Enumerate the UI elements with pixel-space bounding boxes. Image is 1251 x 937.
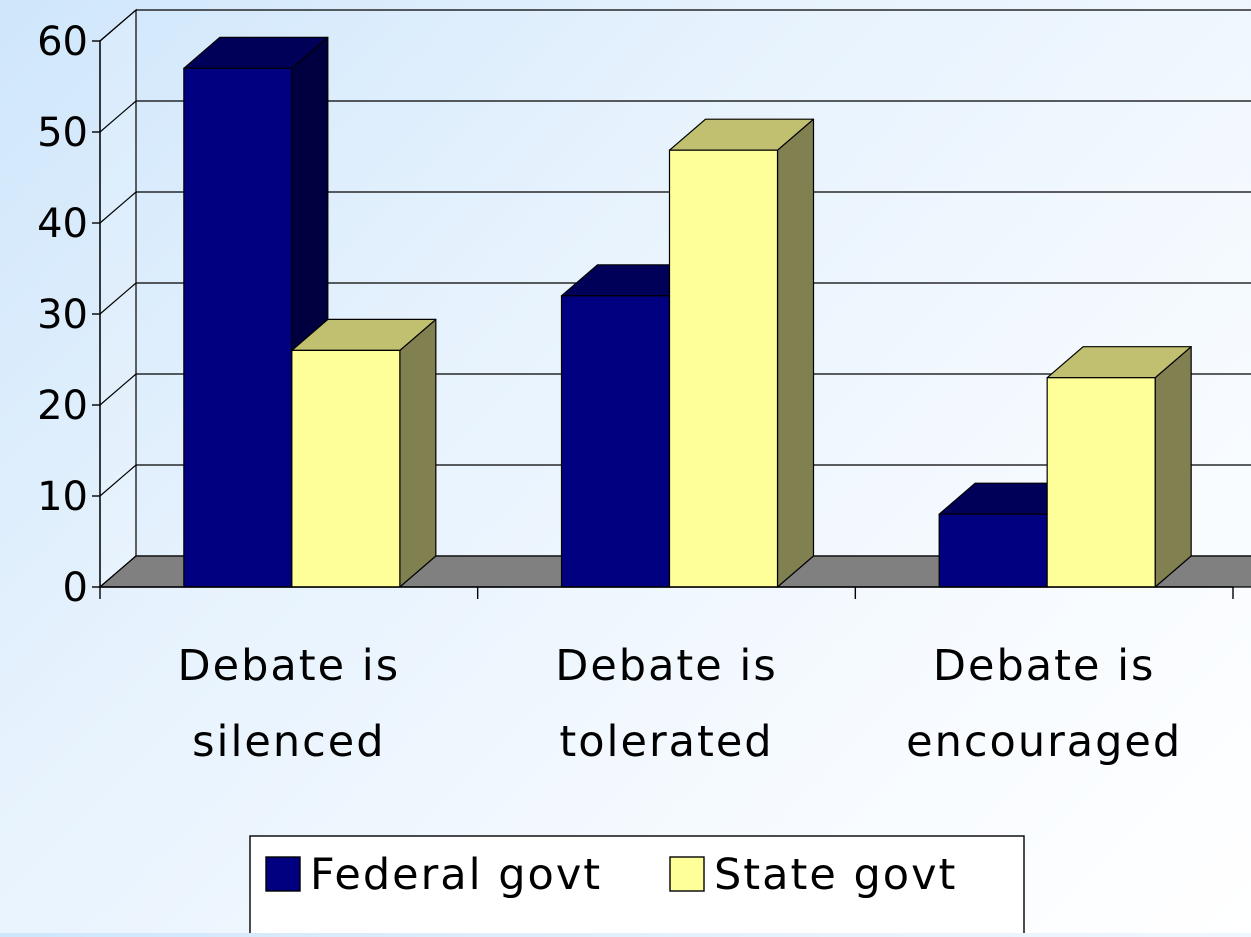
bar-side-state-govt-2 — [1154, 346, 1192, 588]
y-tick-label-50: 50 — [37, 110, 88, 156]
bars — [183, 36, 1192, 588]
y-axis-tick-labels: 0 10 20 30 40 50 60 — [37, 19, 88, 611]
bar-side-state-govt-1 — [776, 118, 815, 588]
gridline-side-50 — [99, 100, 137, 133]
x-category-label-line-1-1: tolerated — [559, 717, 773, 767]
y-tick-label-30: 30 — [37, 292, 88, 338]
axes — [92, 40, 1234, 599]
gridline-side-30 — [99, 282, 137, 315]
y-tick-label-60: 60 — [37, 19, 88, 65]
y-tick-label-40: 40 — [37, 201, 88, 247]
x-category-label-line-2-1: encouraged — [906, 717, 1182, 767]
bar-front-federal-govt-2 — [938, 513, 1048, 588]
y-tick-label-10: 10 — [37, 474, 88, 520]
x-category-label-2: Debate is encouraged — [906, 641, 1182, 767]
bar-front-state-govt-0 — [291, 349, 401, 588]
x-category-label-line-0-0: Debate is — [178, 641, 401, 691]
bar-front-state-govt-1 — [668, 149, 779, 588]
gridline-side-40 — [99, 191, 137, 224]
bar-state-govt-2 — [1046, 346, 1192, 588]
bar-front-federal-govt-1 — [560, 295, 671, 588]
legend-box — [249, 835, 1025, 937]
legend-label-state-govt: State govt — [714, 850, 957, 900]
x-category-label-0: Debate is silenced — [178, 641, 401, 767]
bar-front-state-govt-2 — [1046, 377, 1156, 588]
bar-state-govt-0 — [291, 318, 437, 588]
y-tick-label-20: 20 — [37, 383, 88, 429]
bar-state-govt-1 — [668, 118, 815, 588]
gridline-side-60 — [99, 9, 137, 42]
legend: Federal govt State govt — [249, 835, 1025, 937]
gridline-side-20 — [99, 373, 137, 406]
bar-side-state-govt-0 — [399, 318, 437, 588]
x-category-label-line-2-0: Debate is — [933, 641, 1156, 691]
legend-swatch-state-govt — [669, 856, 705, 892]
x-category-label-line-1-0: Debate is — [555, 641, 778, 691]
legend-swatch-federal-govt — [265, 856, 301, 892]
x-category-label-line-0-1: silenced — [192, 717, 385, 767]
y-tick-label-0: 0 — [63, 565, 88, 611]
bar-front-federal-govt-0 — [183, 67, 293, 588]
gridline-side-10 — [99, 464, 137, 497]
x-category-label-1: Debate is tolerated — [555, 641, 778, 767]
legend-label-federal-govt: Federal govt — [310, 850, 602, 900]
